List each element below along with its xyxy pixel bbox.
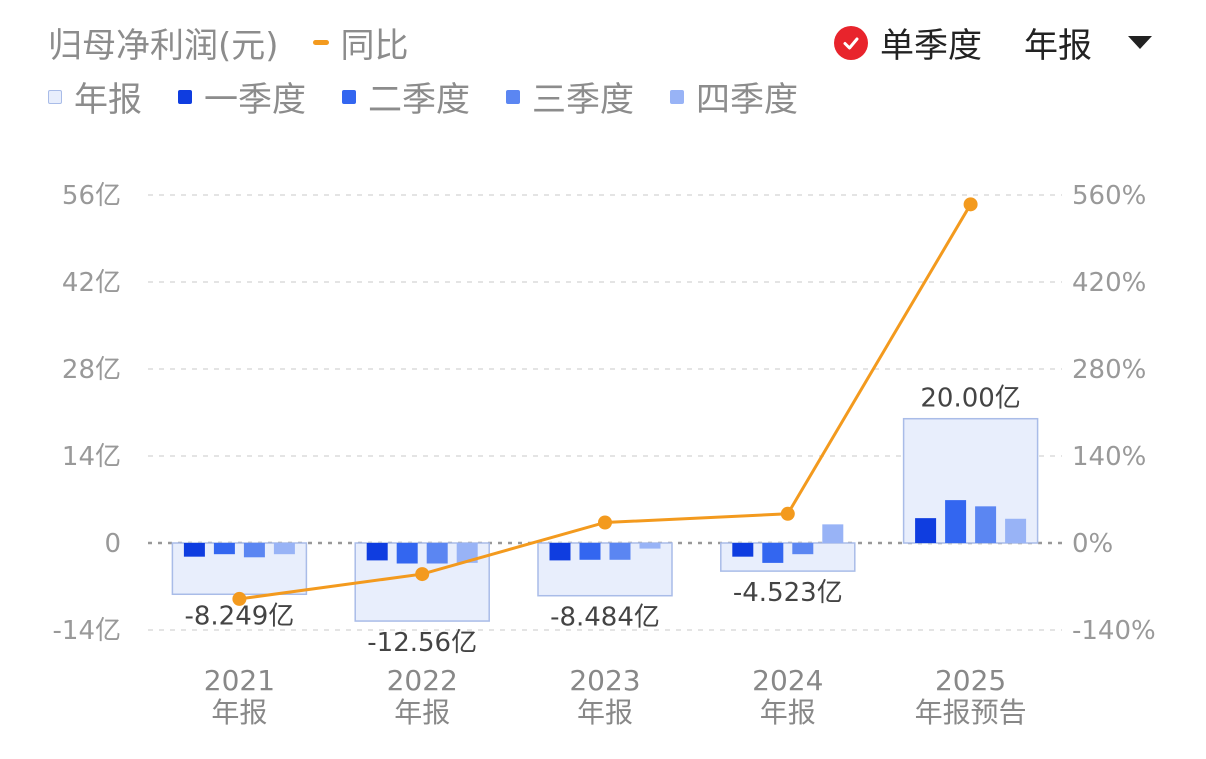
y-left-tick-label: -14亿 — [53, 616, 121, 646]
quarter-bar — [366, 543, 388, 561]
quarter-bar — [639, 543, 661, 549]
single-quarter-checkbox[interactable] — [834, 25, 868, 60]
quarter-bar — [213, 543, 235, 555]
x-category-type: 年报 — [211, 696, 267, 729]
legend-label-q1: 一季度 — [204, 80, 306, 120]
period-dropdown[interactable]: 年报 — [1024, 18, 1152, 67]
quarter-bar — [822, 524, 844, 543]
legend-swatch-q1 — [178, 89, 192, 104]
y-left-tick-label: 0 — [104, 529, 121, 559]
annual-data-label: -8.249亿 — [184, 601, 294, 631]
quarter-bar — [1005, 518, 1027, 543]
legend-label-q2: 二季度 — [368, 80, 470, 120]
quarter-bar — [609, 543, 631, 560]
legend-label-annual: 年报 — [74, 80, 142, 120]
quarter-bar — [396, 543, 418, 564]
yoy-legend-marker — [312, 40, 329, 45]
period-dropdown-value[interactable]: 年报 — [1024, 26, 1092, 66]
quarter-bar — [915, 518, 937, 543]
quarter-bar — [549, 543, 571, 561]
legend-label-q4: 四季度 — [696, 80, 798, 120]
legend-item-q4[interactable]: 四季度 — [670, 72, 798, 121]
quarter-bar — [426, 543, 448, 564]
quarter-bar — [945, 500, 967, 543]
x-category-year: 2021 — [204, 664, 275, 697]
check-icon — [843, 37, 859, 49]
quarter-bar — [762, 543, 784, 563]
legend: 年报 一季度 二季度 三季度 四季度 — [48, 72, 834, 121]
legend-swatch-q3 — [506, 89, 520, 104]
annual-data-label: 20.00亿 — [920, 384, 1020, 414]
annual-data-label: -12.56亿 — [367, 628, 477, 658]
y-right-tick-label: 560% — [1072, 181, 1146, 211]
legend-item-annual[interactable]: 年报 — [48, 72, 142, 121]
x-category-type: 年报 — [394, 696, 450, 729]
yoy-point — [415, 567, 430, 582]
chart-controls: 单季度 年报 — [834, 18, 1152, 67]
chart-title: 归母净利润(元) — [48, 26, 279, 66]
x-category-type: 年报预告 — [915, 696, 1027, 729]
y-left-tick-label: 56亿 — [62, 181, 121, 211]
legend-swatch-q2 — [342, 89, 356, 104]
y-right-tick-label: 140% — [1072, 442, 1146, 472]
x-category-type: 年报 — [577, 696, 633, 729]
quarter-bar — [456, 543, 478, 563]
yoy-point — [232, 591, 247, 606]
legend-item-q3[interactable]: 三季度 — [506, 72, 634, 121]
x-category-type: 年报 — [760, 696, 816, 729]
yoy-point — [963, 197, 978, 212]
yoy-line — [239, 203, 972, 601]
quarter-bar — [579, 543, 601, 560]
x-category-year: 2022 — [387, 664, 458, 697]
y-right-tick-label: 420% — [1072, 268, 1146, 298]
y-left-tick-label: 14亿 — [62, 442, 121, 472]
y-right-tick-label: 0% — [1072, 529, 1113, 559]
y-left-tick-label: 42亿 — [62, 268, 121, 298]
legend-label-q3: 三季度 — [532, 80, 634, 120]
single-quarter-label[interactable]: 单季度 — [880, 26, 982, 66]
y-right-tick-label: -140% — [1072, 616, 1156, 646]
yoy-legend-label: 同比 — [340, 26, 409, 66]
legend-swatch-q4 — [670, 89, 684, 104]
quarter-bar — [975, 506, 997, 543]
legend-item-q2[interactable]: 二季度 — [342, 72, 470, 121]
dropdown-caret-icon[interactable] — [1128, 36, 1152, 49]
x-category-year: 2023 — [569, 664, 640, 697]
quarter-bar — [243, 543, 265, 558]
yoy-point — [598, 515, 612, 530]
x-category-year: 2025 — [935, 664, 1006, 697]
quarter-bar — [183, 543, 205, 557]
x-category-year: 2024 — [752, 664, 823, 697]
annual-data-label: -8.484亿 — [550, 603, 660, 633]
quarter-bar — [792, 543, 814, 555]
quarter-bar — [732, 543, 754, 557]
chart-header: 归母净利润(元) 同比 — [48, 18, 409, 67]
quarter-bar — [273, 543, 295, 555]
legend-item-q1[interactable]: 一季度 — [178, 72, 306, 121]
y-left-tick-label: 28亿 — [62, 355, 121, 385]
yoy-point — [780, 506, 795, 521]
annual-data-label: -4.523亿 — [733, 578, 843, 608]
legend-swatch-annual — [48, 89, 62, 104]
y-right-tick-label: 280% — [1072, 355, 1146, 385]
